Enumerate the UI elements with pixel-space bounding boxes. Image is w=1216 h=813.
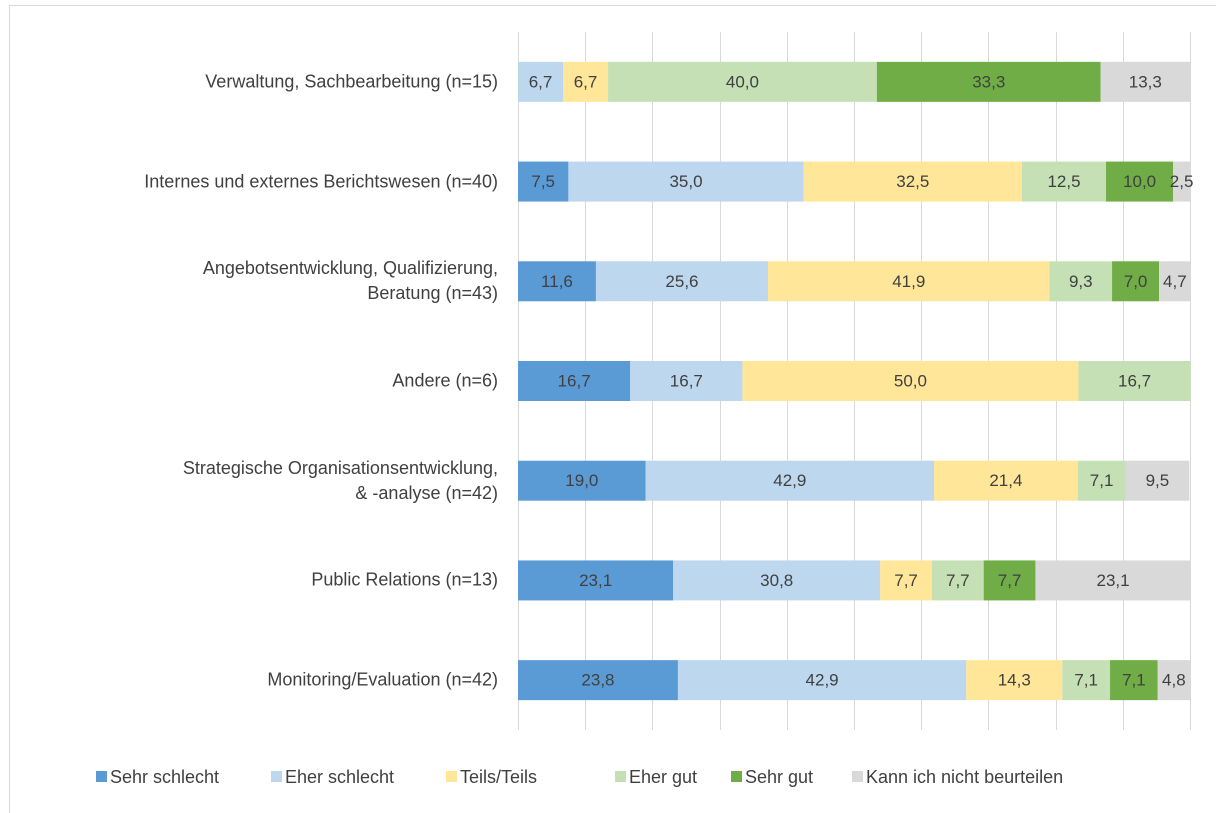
bar-segment	[966, 660, 1063, 701]
bar-segment	[518, 560, 674, 601]
data-label: 11,6	[541, 272, 573, 291]
legend-swatch	[96, 771, 107, 782]
data-label: 30,8	[760, 571, 793, 590]
legend-label: Kann ich nicht beurteilen	[866, 767, 1063, 787]
bar-segment	[563, 61, 609, 102]
bar-segment	[742, 361, 1079, 401]
bar-segment	[568, 161, 804, 202]
legend-label: Eher schlecht	[285, 767, 394, 787]
bar-segment	[1112, 261, 1160, 302]
legend-swatch	[852, 771, 863, 782]
bar-segment	[767, 261, 1050, 302]
bar-segment	[1110, 660, 1158, 701]
legend-label: Eher gut	[629, 767, 697, 787]
data-label: 7,1	[1122, 671, 1146, 690]
data-label: 23,8	[581, 671, 614, 690]
data-label: 16,7	[558, 372, 591, 391]
bar-segment	[518, 261, 596, 302]
data-label: 2,5	[1170, 172, 1194, 191]
data-label: 6,7	[574, 72, 598, 91]
bar-segment	[1049, 261, 1113, 302]
bar-segment	[1035, 560, 1191, 601]
category-label: Public Relations (n=13)	[311, 569, 498, 590]
bar-segment	[673, 560, 881, 601]
data-label: 35,0	[669, 172, 702, 191]
bar-segment	[518, 460, 646, 501]
data-label: 42,9	[773, 471, 806, 490]
data-label: 25,6	[665, 272, 698, 291]
bar-segment	[518, 361, 631, 401]
bar-segment	[608, 61, 877, 102]
data-label: 7,7	[946, 571, 970, 590]
category-label: Andere (n=6)	[392, 370, 498, 391]
bar-segment	[1125, 460, 1190, 501]
legend-swatch	[615, 771, 626, 782]
data-label: 13,3	[1129, 72, 1162, 91]
legend-swatch	[446, 771, 457, 782]
bar-segment	[880, 560, 932, 601]
data-label: 9,5	[1146, 471, 1170, 490]
bar-segment	[1078, 361, 1191, 401]
bar-segment	[518, 161, 569, 202]
bar-segment	[1157, 660, 1190, 701]
data-label: 14,3	[998, 671, 1031, 690]
data-label: 4,8	[1162, 671, 1186, 690]
legend-swatch	[731, 771, 742, 782]
data-label: 4,7	[1163, 272, 1187, 291]
data-label: 7,1	[1074, 671, 1098, 690]
category-label: Verwaltung, Sachbearbeitung (n=15)	[205, 71, 498, 92]
data-label: 40,0	[726, 72, 759, 91]
data-label: 32,5	[896, 172, 929, 191]
data-label: 33,3	[972, 72, 1005, 91]
data-label: 7,1	[1090, 471, 1114, 490]
data-label: 7,7	[998, 571, 1022, 590]
data-label: 10,0	[1123, 172, 1156, 191]
data-label: 7,0	[1124, 272, 1148, 291]
category-label: Strategische Organisationsentwicklung, &…	[182, 457, 498, 503]
bar-segment	[983, 560, 1036, 601]
data-label: 23,1	[1097, 571, 1130, 590]
bar-segment	[595, 261, 768, 302]
bar-segment	[1077, 460, 1126, 501]
bar-segment	[677, 660, 967, 701]
bar-segment	[518, 61, 564, 102]
bar-segment	[630, 361, 743, 401]
data-label: 6,7	[529, 72, 553, 91]
data-label: 50,0	[894, 372, 927, 391]
bar-segment	[1100, 61, 1190, 102]
data-label: 7,5	[531, 172, 555, 191]
data-label: 19,0	[565, 471, 598, 490]
legend-label: Teils/Teils	[460, 767, 537, 787]
data-label: 21,4	[989, 471, 1022, 490]
bar-segment	[518, 660, 678, 701]
legend-label: Sehr schlecht	[110, 767, 219, 787]
category-label: Monitoring/Evaluation (n=42)	[267, 669, 498, 690]
bar-segment	[1022, 161, 1106, 202]
data-label: 16,7	[1118, 372, 1151, 391]
bar-segment	[1173, 161, 1190, 202]
category-label: Angebotsentwicklung, Qualifizierung, Ber…	[202, 258, 498, 304]
bar-segment	[1159, 261, 1191, 302]
data-label: 12,5	[1047, 172, 1080, 191]
bar-segment	[931, 560, 984, 601]
bar-segment	[876, 61, 1101, 102]
data-label: 16,7	[670, 372, 703, 391]
legend-swatch	[271, 771, 282, 782]
data-label: 42,9	[806, 671, 839, 690]
data-label: 23,1	[579, 571, 612, 590]
category-label: Internes und externes Berichtswesen (n=4…	[144, 171, 498, 192]
bar-segment	[933, 460, 1078, 501]
data-label: 9,3	[1069, 272, 1093, 291]
chart-frame	[9, 5, 1216, 813]
data-label: 41,9	[892, 272, 925, 291]
legend-label: Sehr gut	[745, 767, 813, 787]
data-label: 7,7	[894, 571, 918, 590]
bar-segment	[645, 460, 934, 501]
bar-segment	[1062, 660, 1111, 701]
bar-segment	[803, 161, 1022, 202]
bar-segment	[1106, 161, 1174, 202]
